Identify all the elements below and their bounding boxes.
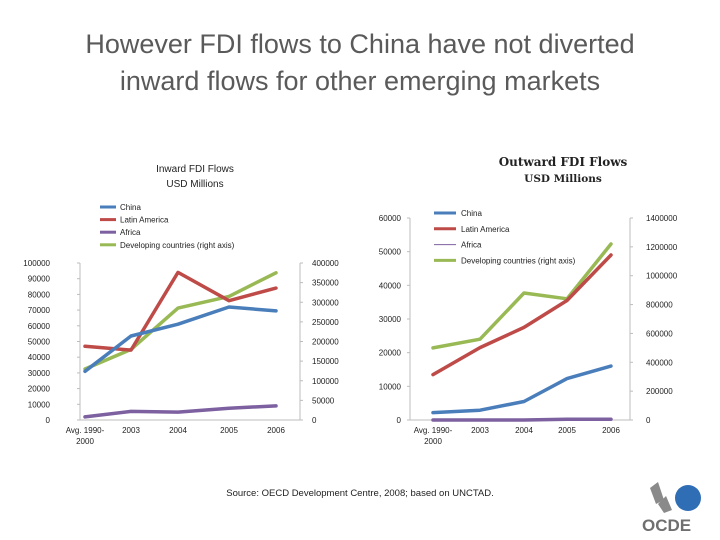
inward-series-line-latin-america [83,270,278,352]
inward-left-tick-label: 20000 [28,385,51,394]
outward-right-tick-label: 400000 [646,358,673,367]
outward-right-tick-label: 1000000 [646,272,678,281]
inward-left-tick-label: 0 [46,416,51,425]
inward-series-line-africa [83,404,278,419]
outward-x-tick-label: 2005 [558,426,576,435]
outward-series-line-developing [431,242,613,350]
outward-x-tick-label: 2000 [424,437,442,446]
slide-title-line-2: inward flows for other emerging markets [119,66,601,96]
inward-left-tick-label: 90000 [28,275,51,284]
outward-left-tick-label: 10000 [379,382,402,391]
inward-left-tick-label: 100000 [23,259,50,268]
outward-left-tick-label: 50000 [379,248,402,257]
outward-right-tick-label: 1400000 [646,214,678,223]
outward-x-tick-label: 2004 [515,426,533,435]
inward-right-tick-label: 100000 [312,377,339,386]
outward-series-line-china [431,364,613,415]
outward-chart-title: Outward FDI Flows [499,155,628,169]
outward-series-line-africa [431,417,613,422]
inward-left-tick-label: 80000 [28,290,51,299]
oecd-logo-mark [650,482,701,513]
outward-right-tick-label: 200000 [646,387,673,396]
outward-right-tick-label: 800000 [646,301,673,310]
outward-x-tick-label: 2003 [471,426,489,435]
outward-legend-label-china: China [461,209,482,218]
outward-legend-label-developing: Developing countries (right axis) [461,256,576,265]
inward-series-line-china [83,305,278,374]
outward-left-tick-label: 0 [397,416,402,425]
outward-left-tick-label: 40000 [379,281,402,290]
oecd-logo: OCDE [642,482,701,534]
outward-chart-subtitle: USD Millions [524,173,602,185]
inward-left-tick-label: 40000 [28,353,51,362]
inward-chart-subtitle: USD Millions [166,179,223,190]
inward-left-tick-label: 30000 [28,369,51,378]
inward-left-tick-label: 10000 [28,400,51,409]
inward-right-tick-label: 250000 [312,318,339,327]
inward-series-line-developing [83,271,278,371]
source-note: Source: OECD Development Centre, 2008; b… [226,488,494,499]
inward-right-tick-label: 350000 [312,279,339,288]
inward-right-tick-label: 400000 [312,259,339,268]
inward-legend-label-developing: Developing countries (right axis) [120,241,235,250]
outward-series-line-latin-america [431,253,613,377]
inward-left-tick-label: 60000 [28,322,51,331]
outward-x-tick-label: Avg. 1990- [414,426,453,435]
outward-left-tick-label: 30000 [379,315,402,324]
inward-chart-title: Inward FDI Flows [156,164,234,175]
inward-x-tick-label: 2004 [169,426,187,435]
inward-right-tick-label: 150000 [312,357,339,366]
inward-left-tick-label: 70000 [28,306,51,315]
outward-x-tick-label: 2006 [602,426,620,435]
inward-x-tick-label: 2006 [267,426,285,435]
inward-legend-label-latin-america: Latin America [120,216,169,225]
inward-x-tick-label: Avg. 1990- [66,426,105,435]
oecd-logo-text: OCDE [642,516,691,534]
inward-x-tick-label: 2003 [122,426,140,435]
outward-left-tick-label: 20000 [379,349,402,358]
outward-right-tick-label: 1200000 [646,243,678,252]
inward-legend-label-china: China [120,203,141,212]
outward-right-tick-label: 600000 [646,329,673,338]
inward-x-tick-label: 2005 [220,426,238,435]
outward-legend-label-latin-america: Latin America [461,225,510,234]
outward-legend-label-africa: Africa [461,241,482,250]
inward-right-tick-label: 200000 [312,338,339,347]
outward-right-tick-label: 0 [646,416,651,425]
outward-left-tick-label: 60000 [379,214,402,223]
inward-legend-label-africa: Africa [120,228,141,237]
inward-right-tick-label: 0 [312,416,317,425]
inward-right-tick-label: 50000 [312,396,335,405]
inward-left-tick-label: 50000 [28,338,51,347]
slide-title-line-1: However FDI flows to China have not dive… [85,29,635,59]
slide-title: However FDI flows to China have not dive… [20,26,700,100]
inward-right-tick-label: 300000 [312,298,339,307]
inward-x-tick-label: 2000 [76,437,94,446]
